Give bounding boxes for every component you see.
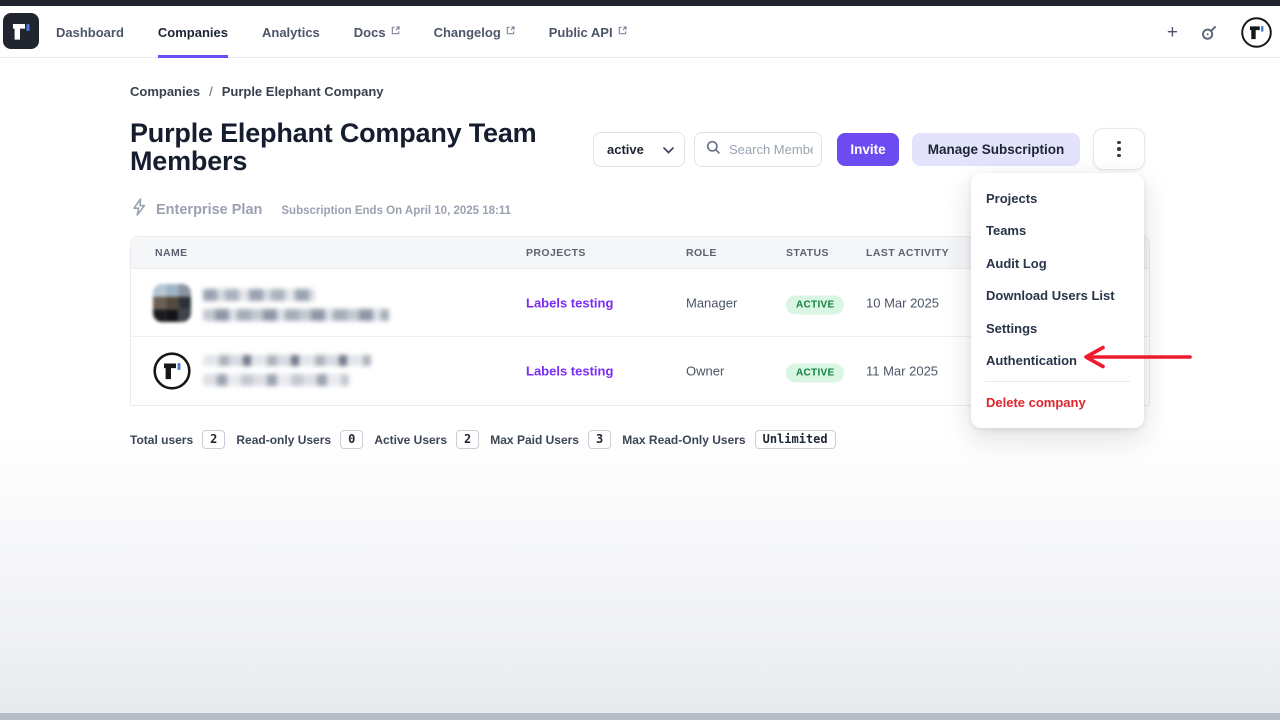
breadcrumb-separator: / bbox=[209, 84, 213, 99]
search-icon bbox=[706, 140, 721, 160]
user-avatar[interactable] bbox=[1241, 16, 1272, 48]
stat-value: 3 bbox=[587, 430, 612, 449]
redacted-member-email bbox=[203, 309, 389, 321]
breadcrumb-companies[interactable]: Companies bbox=[130, 84, 201, 99]
nav-label: Changelog bbox=[433, 24, 501, 40]
nav-label: Analytics bbox=[261, 24, 320, 40]
col-header-role: ROLE bbox=[686, 247, 717, 259]
member-avatar bbox=[153, 284, 191, 322]
navbar-right-controls: + bbox=[1167, 6, 1272, 58]
menu-item-authentication[interactable]: Authentication bbox=[986, 353, 1077, 369]
stat-max-paid-users: Max Paid Users 3 bbox=[490, 430, 612, 449]
redacted-member-name bbox=[203, 289, 315, 301]
redacted-member-email bbox=[203, 374, 349, 386]
user-stats-bar: Total users 2 Read-only Users 0 Active U… bbox=[130, 430, 836, 449]
company-actions-menu: Projects Teams Audit Log Download Users … bbox=[971, 173, 1144, 428]
status-badge: ACTIVE bbox=[786, 295, 845, 314]
status-filter-select[interactable]: active bbox=[593, 132, 685, 167]
breadcrumb: Companies / Purple Elephant Company bbox=[130, 84, 384, 99]
window-top-strip bbox=[0, 0, 1280, 6]
subscription-end-note: Subscription Ends On April 10, 2025 18:1… bbox=[281, 204, 512, 217]
invite-button[interactable]: Invite bbox=[837, 133, 899, 166]
project-link[interactable]: Labels testing bbox=[526, 363, 614, 379]
primary-nav: Dashboard Companies Analytics Docs Chang… bbox=[56, 6, 627, 58]
add-icon[interactable]: + bbox=[1166, 21, 1178, 43]
page-title: Purple Elephant Company Team Members bbox=[130, 118, 537, 176]
plan-name: Enterprise Plan bbox=[156, 201, 263, 218]
redacted-member-name bbox=[203, 355, 371, 366]
stat-value: 2 bbox=[202, 430, 226, 449]
plan-info: Enterprise Plan Subscription Ends On Apr… bbox=[132, 198, 511, 221]
menu-item-delete-company[interactable]: Delete company bbox=[986, 394, 1086, 410]
window-bottom-strip bbox=[0, 713, 1280, 720]
top-navbar: Dashboard Companies Analytics Docs Chang… bbox=[0, 6, 1280, 58]
stat-max-readonly-users: Max Read-Only Users Unlimited bbox=[622, 430, 836, 449]
search-icon[interactable] bbox=[1200, 23, 1219, 42]
status-filter-value: active bbox=[607, 142, 644, 157]
stat-readonly-users: Read-only Users 0 bbox=[236, 430, 364, 449]
last-activity: 11 Mar 2025 bbox=[866, 363, 939, 379]
nav-label: Docs bbox=[353, 24, 386, 40]
stat-value: 0 bbox=[340, 430, 364, 449]
member-role: Owner bbox=[686, 363, 725, 379]
project-link[interactable]: Labels testing bbox=[526, 295, 614, 310]
menu-item-settings[interactable]: Settings bbox=[986, 320, 1038, 336]
member-avatar bbox=[153, 352, 191, 390]
chevron-down-icon bbox=[663, 141, 674, 159]
nav-label: Companies bbox=[157, 24, 228, 40]
menu-item-download-users-list[interactable]: Download Users List bbox=[986, 288, 1115, 304]
member-search bbox=[694, 132, 822, 167]
nav-item-public-api[interactable]: Public API bbox=[549, 6, 627, 58]
external-link-icon bbox=[618, 23, 627, 38]
member-role: Manager bbox=[686, 295, 738, 310]
nav-item-dashboard[interactable]: Dashboard bbox=[56, 6, 124, 58]
member-search-input[interactable] bbox=[729, 142, 813, 157]
stat-active-users: Active Users 2 bbox=[374, 430, 480, 449]
stat-value: 2 bbox=[456, 430, 480, 449]
col-header-name: NAME bbox=[155, 247, 188, 259]
col-header-last-activity: LAST ACTIVITY bbox=[866, 247, 949, 259]
menu-item-audit-log[interactable]: Audit Log bbox=[986, 255, 1047, 271]
menu-item-teams[interactable]: Teams bbox=[986, 223, 1027, 239]
manage-subscription-button[interactable]: Manage Subscription bbox=[912, 133, 1080, 166]
external-link-icon bbox=[506, 23, 515, 38]
nav-label: Public API bbox=[548, 24, 613, 40]
last-activity: 10 Mar 2025 bbox=[866, 295, 939, 310]
menu-divider bbox=[985, 381, 1130, 382]
kebab-menu-icon bbox=[1117, 140, 1121, 158]
nav-item-docs[interactable]: Docs bbox=[354, 6, 400, 58]
col-header-projects: PROJECTS bbox=[526, 247, 586, 259]
stat-value: Unlimited bbox=[754, 430, 836, 449]
brand-logo-icon[interactable] bbox=[3, 13, 39, 49]
nav-label: Dashboard bbox=[56, 24, 124, 40]
menu-item-projects[interactable]: Projects bbox=[986, 190, 1038, 206]
external-link-icon bbox=[391, 23, 400, 38]
breadcrumb-current: Purple Elephant Company bbox=[221, 84, 384, 99]
nav-item-changelog[interactable]: Changelog bbox=[434, 6, 515, 58]
status-badge: ACTIVE bbox=[786, 363, 845, 383]
stat-total-users: Total users 2 bbox=[130, 430, 226, 449]
nav-item-companies[interactable]: Companies bbox=[157, 6, 229, 58]
nav-item-analytics[interactable]: Analytics bbox=[262, 6, 320, 58]
col-header-status: STATUS bbox=[786, 247, 829, 259]
bolt-icon bbox=[132, 198, 147, 221]
more-actions-button[interactable] bbox=[1093, 128, 1145, 170]
